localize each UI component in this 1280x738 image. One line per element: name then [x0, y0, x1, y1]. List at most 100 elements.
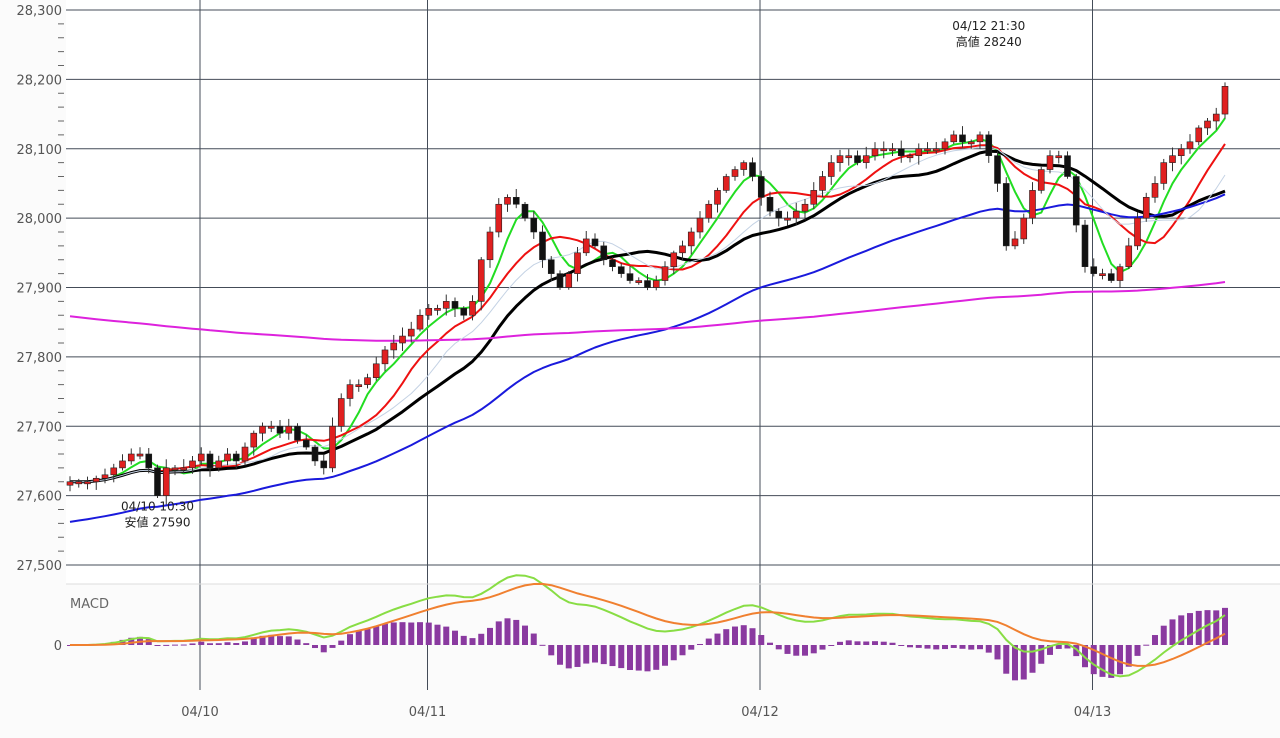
- candle-body: [757, 176, 765, 198]
- candle-body: [364, 377, 371, 385]
- macd-histogram-bar: [557, 645, 563, 665]
- candle-body: [372, 363, 380, 378]
- candle-body: [547, 259, 555, 274]
- candle-body: [1046, 155, 1054, 170]
- candle-body: [705, 203, 713, 219]
- candle-body: [1160, 162, 1168, 184]
- candle-body: [390, 342, 398, 351]
- macd-histogram-bar: [1143, 644, 1150, 646]
- macd-histogram-bar: [985, 645, 992, 653]
- macd-histogram-bar: [1160, 625, 1167, 645]
- macd-histogram-bar: [390, 622, 397, 645]
- candle-body: [171, 467, 179, 471]
- macd-histogram-bar: [355, 630, 362, 645]
- macd-signal-line: [70, 582, 1226, 667]
- macd-histogram-bar: [775, 645, 782, 650]
- price-tick-label: 27,700: [17, 420, 63, 435]
- candle-body: [381, 349, 389, 365]
- macd-histogram-bar: [548, 645, 555, 656]
- candle-body: [469, 301, 476, 316]
- candle-body: [302, 439, 310, 448]
- candle-body: [722, 176, 730, 191]
- price-tick-label: 27,600: [17, 490, 63, 505]
- candle-body: [460, 308, 468, 316]
- moving-average-line: [69, 281, 1226, 342]
- macd-histogram-bar: [758, 635, 765, 645]
- price-tick-label: 28,300: [17, 4, 63, 19]
- moving-average-line: [70, 146, 1226, 483]
- candle-body: [714, 190, 721, 205]
- candle-body: [337, 398, 345, 427]
- annotation-datetime: 04/10 10:30: [121, 500, 194, 514]
- candle-body: [556, 273, 564, 288]
- macd-histogram-bar: [837, 641, 843, 645]
- macd-histogram-bar: [364, 628, 371, 645]
- candle-body: [784, 217, 791, 221]
- annotation-price: 高値 28240: [956, 34, 1022, 49]
- macd-histogram-bar: [662, 645, 668, 666]
- macd-histogram-bar: [320, 645, 327, 653]
- candle-body: [329, 425, 336, 469]
- candle-body: [154, 467, 161, 496]
- candle-body: [827, 162, 835, 177]
- macd-histogram-bar: [1108, 645, 1115, 678]
- macd-histogram-bar: [154, 645, 161, 646]
- macd-histogram-bar: [723, 629, 730, 645]
- macd-histogram-bar: [802, 645, 808, 656]
- candle-body: [985, 134, 993, 156]
- candle-body: [1002, 183, 1010, 247]
- macd-histogram-bar: [294, 639, 301, 645]
- macd-histogram-bar: [740, 625, 747, 645]
- candle-body: [197, 453, 205, 462]
- macd-histogram-bar: [1178, 615, 1185, 645]
- candle-body: [521, 203, 529, 219]
- candle-body: [355, 384, 363, 388]
- candle-body: [434, 308, 441, 311]
- macd-histogram-bar: [277, 636, 283, 645]
- macd-histogram-bar: [329, 645, 336, 648]
- macd-histogram-bar: [714, 633, 721, 645]
- candle-body: [906, 155, 914, 159]
- macd-histogram-bar: [1222, 607, 1228, 645]
- candle-body: [766, 197, 774, 212]
- candle-body: [1177, 148, 1185, 156]
- macd-histogram-bar: [898, 645, 905, 646]
- moving-average-line: [70, 149, 1226, 484]
- macd-histogram-bar: [469, 638, 476, 645]
- candle-body: [801, 203, 809, 212]
- macd-histogram-bar: [495, 621, 502, 645]
- macd-histogram-bar: [697, 643, 703, 645]
- candle-body: [66, 481, 74, 486]
- macd-histogram-bar: [530, 633, 537, 645]
- macd-histogram-bar: [1064, 645, 1071, 649]
- candle-body: [915, 148, 923, 156]
- macd-histogram-bar: [163, 644, 170, 646]
- candle-body: [696, 217, 704, 233]
- candle-body: [1107, 273, 1115, 281]
- candle-body: [495, 203, 503, 233]
- macd-histogram-bar: [950, 645, 957, 648]
- candle-body: [294, 425, 301, 441]
- candle-body: [1212, 113, 1220, 122]
- candle-body: [1151, 183, 1159, 198]
- macd-histogram-bar: [968, 645, 975, 650]
- macd-histogram-bar: [1020, 645, 1027, 680]
- macd-histogram-bar: [207, 643, 213, 645]
- macd-histogram-bar: [172, 644, 178, 646]
- macd-histogram-bar: [959, 645, 966, 649]
- candle-body: [224, 453, 231, 462]
- macd-histogram-bar: [198, 641, 205, 645]
- macd-histogram-bar: [644, 645, 651, 672]
- candle-body: [1064, 155, 1071, 177]
- macd-histogram-bar: [574, 645, 581, 667]
- candle-body: [110, 467, 118, 476]
- macd-histogram-bar: [504, 618, 511, 645]
- macd-histogram-bar: [268, 634, 275, 645]
- candle-body: [346, 384, 354, 399]
- macd-histogram-bar: [635, 645, 642, 671]
- candle-body: [250, 432, 258, 448]
- candle-body: [941, 141, 949, 150]
- candle-body: [92, 477, 100, 483]
